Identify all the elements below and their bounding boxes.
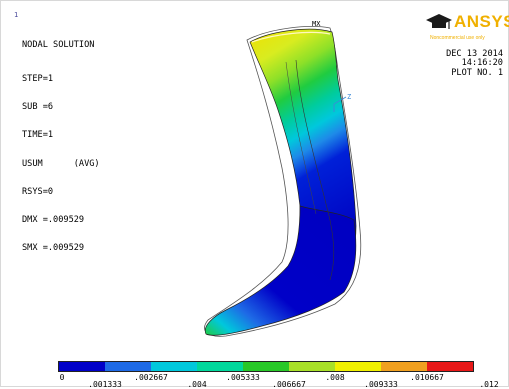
legend-swatch <box>427 362 473 371</box>
info-dmx: DMX =.009529 <box>22 215 85 226</box>
info-rsys: RSYS=0 <box>22 186 54 197</box>
logo-subtitle: Noncommercial use only <box>430 35 485 41</box>
info-sub: SUB =6 <box>22 102 54 113</box>
legend-swatch <box>289 362 335 371</box>
info-step: STEP=1 <box>22 74 54 85</box>
legend-swatch <box>243 362 289 371</box>
legend-swatch <box>335 362 381 371</box>
solution-title: NODAL SOLUTION <box>22 39 95 50</box>
contour-legend <box>58 361 474 372</box>
logo-name: ANSYS <box>454 12 509 31</box>
info-smx: SMX =.009529 <box>22 243 85 254</box>
legend-swatch <box>151 362 197 371</box>
legend-swatch <box>59 362 105 371</box>
legend-swatch <box>197 362 243 371</box>
solution-info: NODAL SOLUTION STEP=1 SUB =6 TIME=1 USUM… <box>22 22 100 263</box>
legend-swatch <box>381 362 427 371</box>
plot-date: DEC 13 2014 <box>446 49 503 59</box>
max-marker: MX <box>312 20 321 28</box>
info-usum: USUM (AVG) <box>22 158 100 169</box>
plot-number: PLOT NO. 1 <box>451 67 503 78</box>
plot-info: DEC 13 2014 14:16:20 PLOT NO. 1 <box>446 49 503 78</box>
plot-time: 14:16:20 <box>461 58 503 69</box>
ansys-logo-icon <box>426 14 452 29</box>
window-number: 1 <box>14 11 19 19</box>
legend-swatch <box>105 362 151 371</box>
info-time: TIME=1 <box>22 130 54 141</box>
axis-z-label: Z <box>347 93 351 101</box>
